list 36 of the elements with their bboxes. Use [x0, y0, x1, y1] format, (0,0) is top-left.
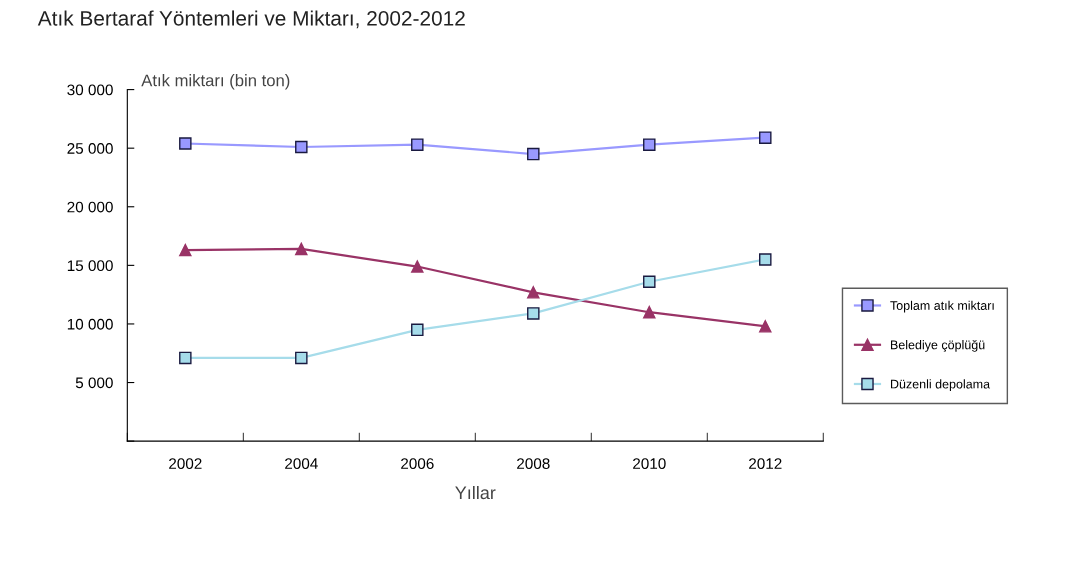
x-tick-label: 2012	[749, 458, 782, 470]
x-axis-title: Yıllar	[455, 485, 496, 500]
point	[179, 137, 192, 150]
y-tick-label: 30 000	[67, 84, 113, 96]
y-tick-label: 25 000	[67, 143, 113, 154]
x-tick-label: 2008	[517, 458, 550, 470]
legend-label: Belediye çöplüğü	[891, 339, 985, 352]
legend-label: Toplam atık miktarı	[890, 300, 994, 313]
point	[411, 260, 424, 273]
point	[759, 320, 772, 333]
point	[527, 307, 540, 320]
x-tick-label: 2010	[633, 458, 666, 470]
y-tick-label: 20 000	[67, 201, 113, 213]
x-tick-label: 2002	[169, 458, 202, 470]
point	[179, 351, 192, 365]
y-axis-title: Atık miktarı (bin ton)	[141, 74, 290, 90]
x-tick-label: 2004	[285, 458, 318, 470]
point	[643, 138, 656, 151]
point	[179, 243, 192, 257]
chart-title: Atık Bertaraf Yöntemleri ve Miktarı, 2002-2012	[37, 10, 465, 29]
point	[643, 305, 656, 319]
point	[295, 242, 308, 256]
y-tick-label: 5 000	[75, 377, 113, 389]
point	[527, 147, 540, 161]
legend-label: Düzenli depolama	[891, 379, 991, 391]
point	[411, 138, 424, 151]
point	[643, 275, 656, 289]
point	[759, 131, 772, 144]
point	[759, 253, 772, 266]
x-tick-label: 2006	[401, 458, 434, 470]
point	[527, 286, 540, 299]
y-tick-label: 10 000	[67, 318, 113, 330]
point	[295, 351, 308, 365]
point	[295, 140, 308, 154]
point	[411, 323, 424, 337]
y-tick-label: 15 000	[67, 260, 113, 272]
